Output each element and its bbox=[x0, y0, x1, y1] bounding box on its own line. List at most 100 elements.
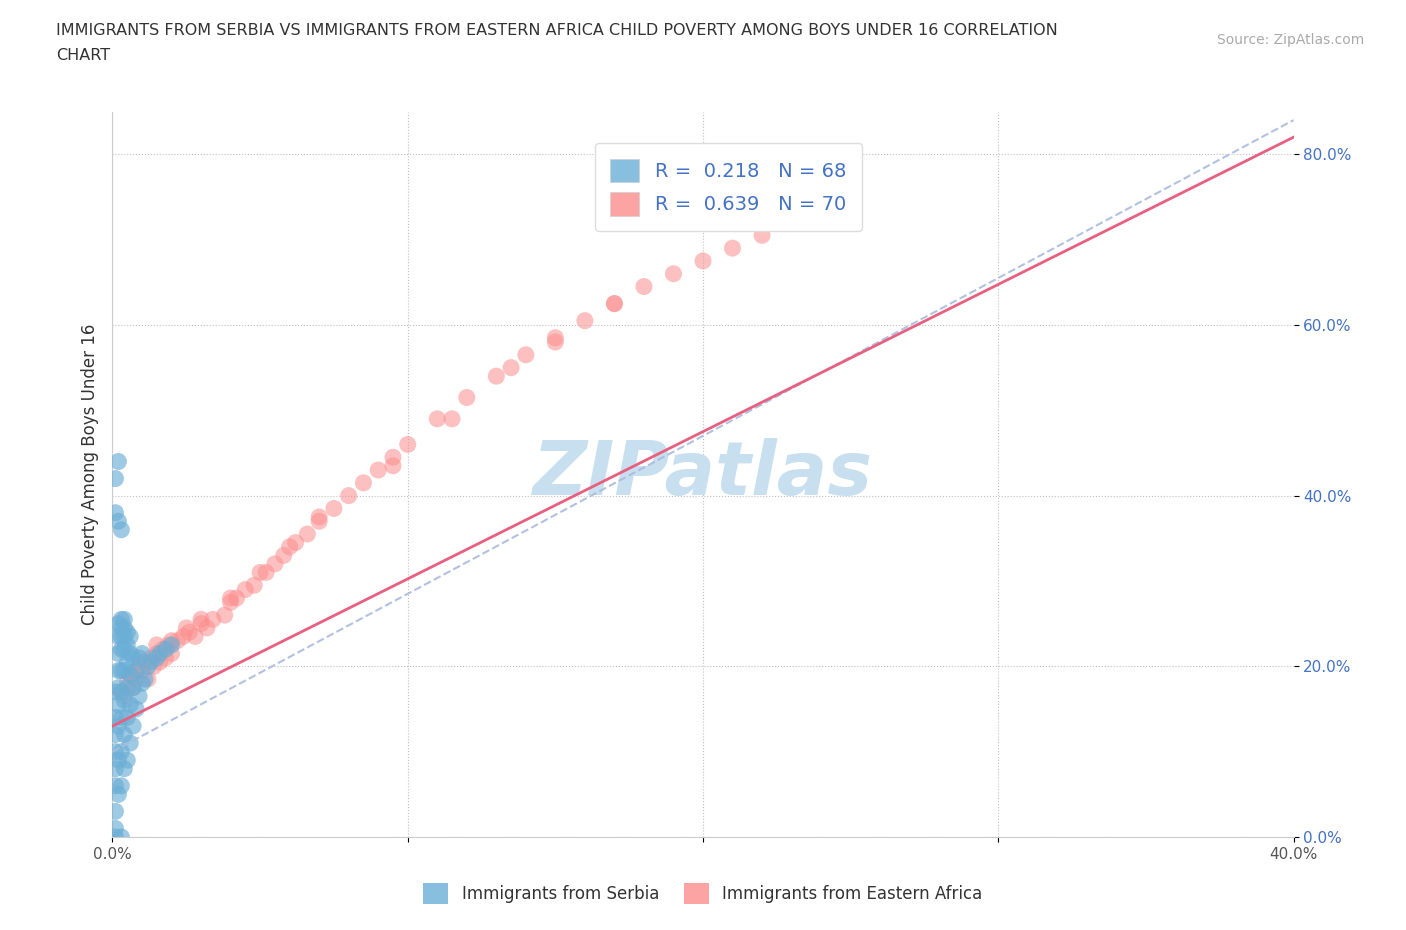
Point bbox=[110, 778, 132, 793]
Point bbox=[104, 830, 127, 844]
Point bbox=[426, 411, 449, 426]
Point bbox=[214, 607, 236, 622]
Point bbox=[112, 663, 135, 678]
Point bbox=[367, 462, 389, 477]
Point bbox=[131, 676, 153, 691]
Point bbox=[120, 736, 142, 751]
Point bbox=[122, 719, 145, 734]
Point bbox=[110, 620, 132, 635]
Y-axis label: Child Poverty Among Boys Under 16: Child Poverty Among Boys Under 16 bbox=[80, 324, 98, 625]
Point bbox=[120, 646, 142, 661]
Point bbox=[110, 711, 132, 725]
Point bbox=[104, 762, 127, 777]
Point bbox=[382, 450, 405, 465]
Point bbox=[110, 642, 132, 657]
Point bbox=[107, 787, 129, 802]
Point bbox=[149, 646, 172, 661]
Point bbox=[110, 629, 132, 644]
Point bbox=[382, 458, 405, 473]
Point bbox=[152, 642, 174, 657]
Point bbox=[544, 330, 567, 345]
Point bbox=[166, 633, 188, 648]
Point bbox=[107, 752, 129, 767]
Point bbox=[544, 335, 567, 350]
Point bbox=[110, 523, 132, 538]
Point bbox=[120, 629, 142, 644]
Point bbox=[128, 689, 150, 704]
Point bbox=[337, 488, 360, 503]
Point bbox=[134, 655, 156, 670]
Point bbox=[201, 612, 224, 627]
Point bbox=[120, 668, 142, 683]
Point bbox=[117, 711, 138, 725]
Point bbox=[131, 663, 153, 678]
Point bbox=[107, 629, 129, 644]
Point bbox=[110, 684, 132, 699]
Point bbox=[131, 646, 153, 661]
Point bbox=[149, 655, 172, 670]
Point bbox=[110, 744, 132, 759]
Point bbox=[633, 279, 655, 294]
Point bbox=[112, 620, 135, 635]
Point bbox=[751, 228, 773, 243]
Point bbox=[273, 548, 295, 563]
Point bbox=[104, 821, 127, 836]
Point bbox=[219, 591, 242, 605]
Point bbox=[104, 744, 127, 759]
Point bbox=[134, 655, 156, 670]
Point bbox=[264, 556, 287, 571]
Text: CHART: CHART bbox=[56, 48, 110, 63]
Point bbox=[112, 629, 135, 644]
Point bbox=[501, 360, 523, 375]
Text: ZIPatlas: ZIPatlas bbox=[533, 438, 873, 511]
Point bbox=[254, 565, 277, 580]
Point bbox=[117, 638, 138, 653]
Point bbox=[104, 711, 127, 725]
Point bbox=[122, 680, 145, 695]
Point bbox=[146, 638, 169, 653]
Point bbox=[107, 719, 129, 734]
Point bbox=[110, 684, 132, 699]
Point bbox=[104, 472, 127, 486]
Point bbox=[297, 526, 319, 541]
Point bbox=[352, 475, 374, 490]
Legend: Immigrants from Serbia, Immigrants from Eastern Africa: Immigrants from Serbia, Immigrants from … bbox=[411, 870, 995, 917]
Point bbox=[104, 505, 127, 520]
Point bbox=[112, 762, 135, 777]
Point bbox=[157, 638, 180, 653]
Point bbox=[190, 612, 212, 627]
Point bbox=[146, 650, 169, 665]
Point bbox=[396, 437, 419, 452]
Point bbox=[603, 296, 626, 311]
Point bbox=[107, 513, 129, 528]
Point bbox=[160, 638, 183, 653]
Point bbox=[160, 633, 183, 648]
Point bbox=[278, 539, 301, 554]
Point bbox=[112, 612, 135, 627]
Point bbox=[104, 778, 127, 793]
Point bbox=[125, 671, 148, 686]
Point bbox=[112, 727, 135, 742]
Point bbox=[249, 565, 271, 580]
Point bbox=[515, 348, 537, 363]
Point bbox=[107, 698, 129, 712]
Legend: R =  0.218   N = 68, R =  0.639   N = 70: R = 0.218 N = 68, R = 0.639 N = 70 bbox=[595, 143, 862, 232]
Point bbox=[120, 698, 142, 712]
Point bbox=[195, 620, 218, 635]
Point bbox=[485, 368, 508, 383]
Point bbox=[136, 671, 159, 686]
Point bbox=[190, 617, 212, 631]
Point bbox=[136, 658, 159, 673]
Point bbox=[112, 693, 135, 708]
Point bbox=[107, 454, 129, 469]
Point bbox=[117, 655, 138, 670]
Point bbox=[308, 510, 330, 525]
Point bbox=[122, 680, 145, 695]
Point bbox=[107, 617, 129, 631]
Point bbox=[120, 668, 142, 683]
Point bbox=[243, 578, 266, 592]
Point bbox=[110, 830, 132, 844]
Point bbox=[219, 595, 242, 610]
Point bbox=[107, 680, 129, 695]
Point bbox=[112, 689, 135, 704]
